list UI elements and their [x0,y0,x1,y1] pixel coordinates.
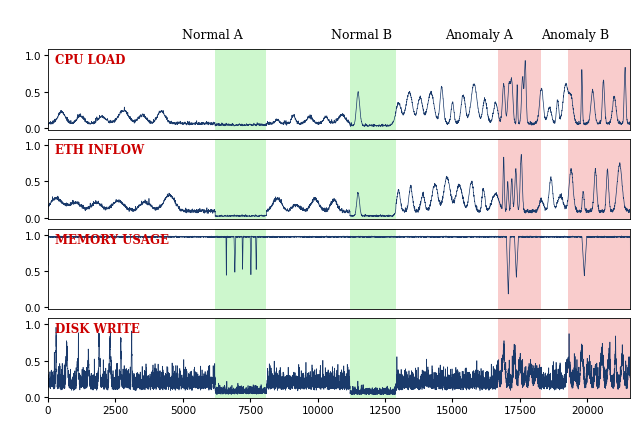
Text: ETH INFLOW: ETH INFLOW [55,144,144,157]
Bar [215,229,266,309]
Text: DISK WRITE: DISK WRITE [55,323,140,336]
Bar [568,229,630,309]
Bar [499,229,541,309]
Text: MEMORY USAGE: MEMORY USAGE [55,233,169,246]
Text: Normal A: Normal A [182,28,243,42]
Bar [215,50,266,130]
Bar [350,140,396,220]
Bar [215,319,266,399]
Bar [499,319,541,399]
Bar [499,50,541,130]
Bar [499,140,541,220]
Bar [568,319,630,399]
Text: Anomaly A: Anomaly A [445,28,513,42]
Bar [568,50,630,130]
Bar [568,140,630,220]
Bar [350,319,396,399]
Bar [350,50,396,130]
Bar [215,140,266,220]
Text: CPU LOAD: CPU LOAD [55,54,125,67]
Bar [350,229,396,309]
Text: Normal B: Normal B [331,28,392,42]
Text: Anomaly B: Anomaly B [541,28,609,42]
